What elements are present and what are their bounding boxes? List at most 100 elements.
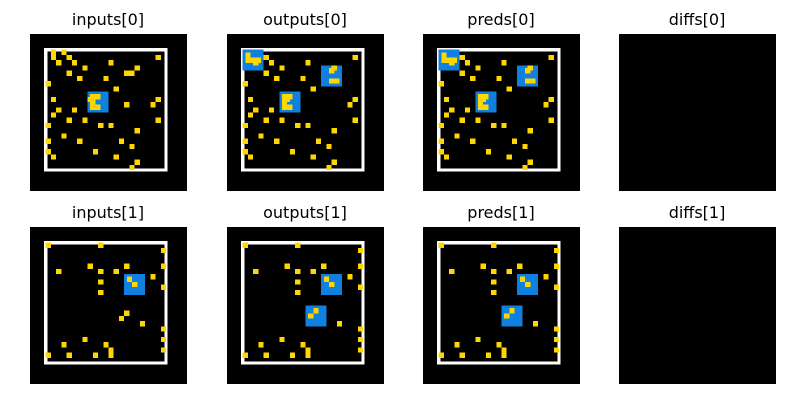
block-dot	[525, 78, 531, 84]
yellow-dot	[459, 352, 465, 358]
panel-title-inputs-1: inputs[1]	[71, 203, 145, 222]
block-dot	[132, 281, 138, 288]
yellow-dot	[331, 65, 337, 71]
panel-inputs-1	[30, 227, 187, 384]
yellow-dot	[527, 159, 533, 165]
grid-canvas	[619, 34, 776, 191]
yellow-dot	[336, 321, 343, 327]
yellow-dot	[326, 164, 332, 171]
yellow-dot	[103, 75, 109, 82]
yellow-dot	[160, 326, 167, 332]
panel-outputs-0	[227, 34, 384, 191]
yellow-dot	[295, 268, 301, 275]
yellow-dot	[438, 242, 444, 248]
panel-preds-0	[423, 34, 580, 191]
yellow-dot	[150, 102, 156, 108]
yellow-dot	[98, 122, 104, 129]
yellow-dot	[45, 122, 51, 129]
yellow-dot	[470, 138, 476, 144]
yellow-dot	[553, 284, 560, 290]
yellow-dot	[321, 263, 327, 269]
yellow-dot	[242, 138, 248, 144]
grid-background	[619, 227, 776, 384]
grid-frame	[44, 241, 168, 365]
block-dot	[245, 57, 251, 63]
yellow-dot	[491, 289, 497, 296]
block-dot	[446, 57, 452, 63]
block-dot	[90, 99, 96, 105]
yellow-dot	[108, 347, 114, 353]
yellow-dot	[113, 86, 119, 92]
yellow-dot	[242, 149, 248, 155]
yellow-dot	[258, 133, 264, 139]
yellow-dot	[491, 122, 497, 129]
grid-frame	[437, 241, 561, 365]
yellow-dot	[491, 268, 497, 275]
yellow-dot	[56, 60, 62, 66]
yellow-dot	[155, 96, 161, 103]
panel-title-outputs-0: outputs[0]	[263, 10, 347, 29]
yellow-dot	[459, 117, 465, 123]
yellow-dot	[326, 143, 332, 150]
block-dot	[287, 94, 293, 100]
yellow-dot	[548, 117, 554, 123]
yellow-dot	[310, 154, 316, 160]
yellow-dot	[279, 117, 285, 123]
yellow-dot	[150, 274, 156, 280]
yellow-dot	[459, 70, 465, 76]
yellow-dot	[543, 274, 549, 280]
yellow-dot	[511, 138, 518, 144]
yellow-dot	[247, 96, 254, 103]
block-dot	[504, 313, 510, 319]
yellow-dot	[253, 268, 259, 275]
yellow-dot	[475, 117, 481, 123]
grid-canvas	[619, 227, 776, 384]
block-dot	[313, 308, 319, 314]
panel-title-diffs-1: diffs[1]	[668, 203, 726, 222]
grid-frame	[437, 48, 561, 172]
yellow-dot	[113, 268, 119, 275]
yellow-dot	[108, 122, 114, 129]
yellow-dot	[160, 284, 167, 290]
yellow-dot	[66, 54, 72, 61]
yellow-dot	[305, 352, 311, 358]
yellow-dot	[454, 133, 460, 139]
yellow-dot	[263, 70, 269, 76]
yellow-dot	[305, 122, 311, 129]
blue-block	[501, 305, 523, 327]
yellow-dot	[284, 96, 290, 103]
yellow-dot	[491, 279, 497, 285]
yellow-dot	[501, 60, 507, 66]
yellow-dot	[98, 289, 104, 296]
yellow-dot	[92, 352, 99, 358]
yellow-dot	[50, 54, 57, 61]
block-dot	[255, 57, 262, 63]
grid-canvas	[227, 34, 384, 191]
yellow-dot	[247, 154, 254, 160]
block-dot	[525, 68, 531, 74]
yellow-dot	[160, 336, 167, 343]
yellow-dot	[279, 65, 285, 71]
block-dot	[441, 57, 447, 63]
yellow-dot	[480, 263, 486, 269]
panel-diffs-0	[619, 34, 776, 191]
blue-block	[305, 305, 327, 327]
yellow-dot	[108, 60, 114, 66]
block-dot	[441, 52, 447, 58]
yellow-dot	[247, 112, 254, 118]
yellow-dot	[347, 102, 353, 108]
grid-frame	[241, 241, 365, 365]
yellow-dot	[56, 268, 62, 275]
yellow-dot	[300, 342, 306, 348]
yellow-dot	[475, 336, 481, 343]
yellow-dot	[134, 65, 140, 71]
yellow-dot	[289, 149, 296, 155]
yellow-dot	[61, 133, 67, 139]
yellow-dot	[357, 326, 364, 332]
yellow-dot	[522, 164, 528, 171]
grid-canvas	[227, 227, 384, 384]
yellow-dot	[92, 149, 99, 155]
yellow-dot	[155, 117, 161, 123]
yellow-dot	[438, 122, 444, 129]
yellow-dot	[242, 352, 248, 358]
